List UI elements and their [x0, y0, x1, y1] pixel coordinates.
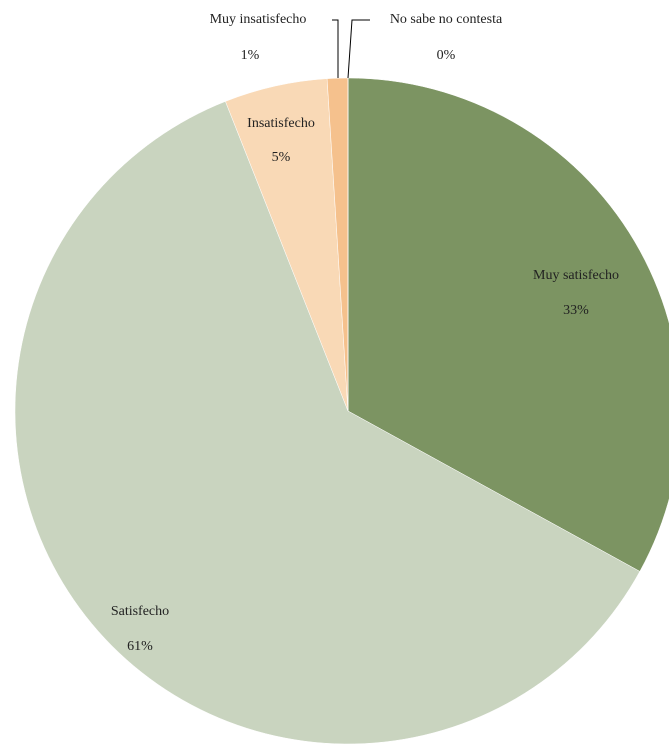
pie-slice: [347, 77, 669, 572]
pie-slice: [14, 101, 641, 744]
slice-label: Satisfecho: [111, 604, 169, 619]
slice-label: Muy insatisfecho: [210, 12, 307, 27]
slice-label: Insatisfecho: [247, 116, 315, 131]
leader-line: [332, 19, 339, 78]
slice-label: No sabe no contesta: [390, 12, 503, 27]
slice-label: Muy satisfecho: [533, 268, 619, 283]
slice-value-label: 1%: [241, 48, 260, 63]
slice-value-label: 61%: [127, 639, 153, 654]
slice-value-label: 5%: [272, 150, 291, 165]
leader-line: [347, 19, 370, 79]
slice-value-label: 0%: [437, 48, 456, 63]
slice-value-label: 33%: [563, 303, 589, 318]
